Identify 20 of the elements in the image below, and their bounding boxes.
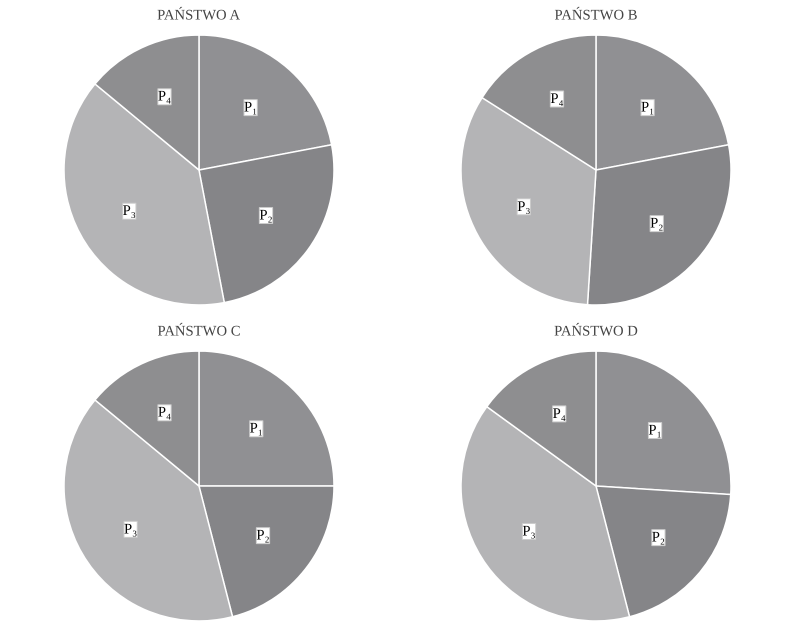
slice-label: P₂: [652, 530, 666, 546]
slice-label: P₄: [552, 406, 566, 422]
slice-label: P₂: [256, 528, 270, 544]
slice-label: P₂: [650, 216, 664, 232]
slice-label: P₄: [158, 88, 172, 105]
slice-label: P₁: [641, 100, 654, 116]
slice-label: P₃: [122, 203, 136, 220]
slice-label: P₄: [158, 404, 172, 421]
slice-label: P₃: [522, 524, 536, 540]
slice-label: P₁: [244, 100, 258, 116]
chart-title: PAŃSTWO A: [157, 6, 240, 24]
chart-title: PAŃSTWO D: [554, 322, 638, 340]
slice-label: P₃: [517, 198, 530, 215]
slice-label: P₁: [648, 422, 662, 439]
slice-label: P₂: [259, 208, 273, 224]
slice-label: P₃: [124, 521, 138, 538]
chart-title: PAŃSTWO B: [554, 6, 638, 24]
chart-title: PAŃSTWO C: [158, 322, 240, 340]
slice-label: P₁: [250, 420, 263, 437]
slice-label: P₄: [550, 91, 564, 108]
